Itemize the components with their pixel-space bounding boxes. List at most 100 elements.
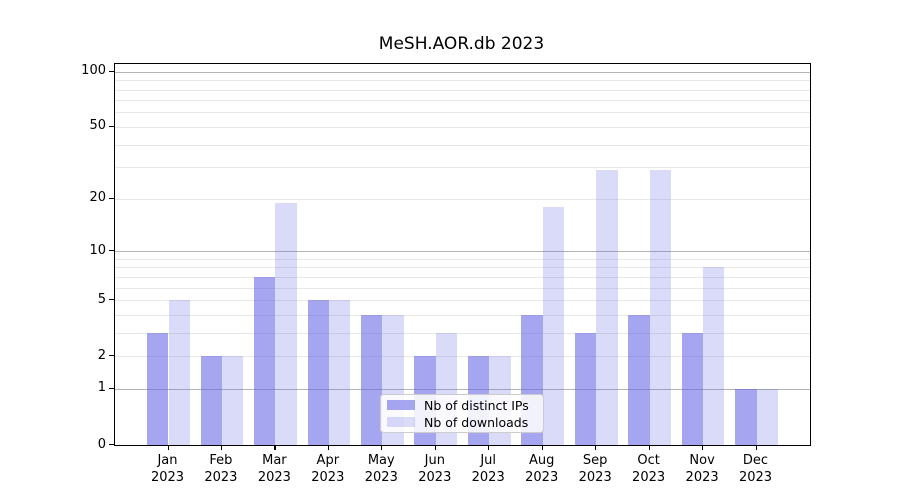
chart-title: MeSH.AOR.db 2023 — [378, 34, 545, 54]
gridline-9 — [115, 258, 810, 260]
x-tick-mark-dec — [755, 445, 757, 450]
y-tick-mark-1 — [109, 387, 114, 390]
bar-ips-apr — [307, 300, 329, 445]
bar-ips-feb — [200, 356, 222, 445]
y-tick-mark-10 — [109, 250, 114, 252]
gridline-10 — [115, 251, 810, 252]
x-tick-mark-sep — [595, 445, 597, 450]
bar-ips-nov — [681, 332, 704, 445]
x-tick-month: Jun — [424, 453, 445, 468]
y-tick-label-50: 50 — [89, 118, 106, 134]
x-tick-month: Nov — [689, 453, 715, 468]
x-tick-year: 2023 — [578, 470, 612, 485]
x-tick-mark-jul — [488, 445, 490, 450]
x-tick-label-nov: Nov 2023 — [672, 452, 732, 486]
y-tick-mark-0 — [109, 444, 114, 446]
x-tick-month: Mar — [262, 453, 287, 468]
bar-downloads-sep — [596, 169, 618, 445]
gridline-60 — [115, 112, 810, 114]
bar-downloads-nov — [703, 267, 725, 445]
gridline-50 — [115, 126, 810, 128]
legend-entry-downloads: Nb of downloads — [387, 416, 543, 429]
x-tick-year: 2023 — [738, 470, 773, 485]
y-tick-label-100: 100 — [81, 63, 106, 79]
y-tick-mark-5 — [109, 299, 114, 301]
y-tick-label-1: 1 — [97, 380, 106, 396]
x-tick-month: May — [367, 453, 395, 468]
y-tick-mark-100 — [109, 70, 114, 72]
x-tick-mark-mar — [274, 445, 276, 450]
x-tick-mark-nov — [702, 445, 704, 450]
x-tick-label-jan: Jan 2023 — [138, 452, 198, 486]
x-tick-year: 2023 — [150, 470, 185, 485]
gridline-2 — [115, 356, 810, 358]
x-tick-mark-jun — [434, 445, 436, 450]
bar-downloads-oct — [649, 169, 671, 445]
x-tick-year: 2023 — [685, 470, 719, 485]
x-tick-label-jun: Jun 2023 — [405, 452, 465, 486]
gridline-4 — [115, 314, 810, 316]
y-tick-label-0: 0 — [97, 436, 106, 452]
gridline-40 — [115, 144, 810, 146]
gridline-8 — [115, 267, 810, 269]
x-tick-year: 2023 — [471, 470, 505, 485]
bar-downloads-mar — [275, 202, 297, 445]
y-tick-label-20: 20 — [89, 190, 106, 206]
x-tick-month: Feb — [209, 453, 233, 468]
x-tick-year: 2023 — [418, 470, 452, 485]
legend-label-downloads: Nb of downloads — [424, 414, 529, 430]
x-tick-label-oct: Oct 2023 — [619, 452, 679, 486]
x-tick-label-feb: Feb 2023 — [191, 452, 251, 486]
x-tick-label-mar: Mar 2023 — [244, 452, 304, 486]
x-tick-year: 2023 — [311, 470, 345, 485]
gridline-30 — [115, 167, 810, 169]
x-tick-label-aug: Aug 2023 — [512, 452, 572, 486]
x-tick-mark-feb — [220, 445, 223, 450]
bar-ips-sep — [574, 332, 597, 445]
gridline-1 — [115, 388, 810, 390]
x-tick-mark-jan — [167, 445, 169, 450]
bar-downloads-jan — [168, 300, 190, 445]
x-tick-mark-apr — [327, 445, 329, 450]
bar-ips-jan — [147, 332, 169, 445]
x-tick-month: Apr — [316, 453, 340, 468]
bar-downloads-feb — [221, 356, 244, 445]
x-tick-month: Sep — [582, 453, 608, 468]
gridline-80 — [115, 89, 810, 91]
x-tick-year: 2023 — [525, 470, 559, 485]
gridline-100 — [115, 71, 810, 73]
gridline-90 — [115, 80, 810, 82]
bar-ips-mar — [254, 276, 276, 445]
gridline-7 — [115, 276, 810, 278]
x-tick-label-may: May 2023 — [351, 452, 411, 486]
gridline-6 — [115, 287, 810, 289]
plot-area — [114, 63, 811, 446]
x-tick-mark-aug — [541, 445, 543, 450]
bar-downloads-dec — [756, 388, 778, 445]
legend-label-distinct-ips: Nb of distinct IPs — [424, 397, 529, 413]
legend-entry-distinct-ips: Nb of distinct IPs — [387, 399, 543, 412]
legend-swatch-distinct-ips — [387, 400, 415, 410]
x-tick-year: 2023 — [632, 470, 666, 485]
x-tick-year: 2023 — [257, 470, 291, 485]
bar-ips-dec — [735, 388, 757, 445]
x-tick-label-apr: Apr 2023 — [298, 452, 358, 486]
bar-ips-oct — [628, 314, 650, 445]
y-tick-label-10: 10 — [89, 242, 106, 258]
x-tick-mark-may — [381, 445, 383, 450]
x-tick-label-sep: Sep 2023 — [565, 452, 625, 486]
y-tick-label-5: 5 — [97, 291, 106, 307]
x-tick-label-dec: Dec 2023 — [726, 452, 786, 486]
x-tick-year: 2023 — [364, 470, 398, 485]
x-tick-month: Aug — [528, 453, 555, 468]
bar-ips-may — [360, 314, 383, 445]
gridline-20 — [115, 198, 810, 200]
x-tick-label-jul: Jul 2023 — [458, 452, 518, 486]
x-tick-month: Jan — [157, 453, 178, 468]
x-tick-year: 2023 — [204, 470, 238, 485]
bar-downloads-aug — [542, 206, 565, 445]
gridline-70 — [115, 100, 810, 102]
x-tick-mark-oct — [648, 445, 650, 450]
x-tick-month: Jul — [480, 453, 497, 468]
